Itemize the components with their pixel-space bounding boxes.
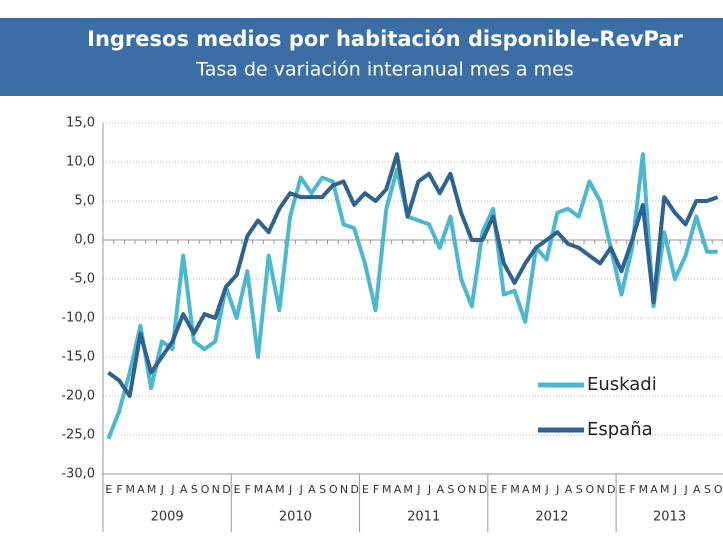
x-tick-label: A xyxy=(308,483,316,496)
y-tick-label: 15,0 xyxy=(66,116,95,131)
x-tick-label: N xyxy=(212,483,220,496)
y-tick-label: -20,0 xyxy=(61,389,95,404)
x-tick-label: N xyxy=(596,483,604,496)
x-tick-label: M xyxy=(125,483,134,496)
x-tick-label: J xyxy=(170,483,174,496)
x-tick-label: O xyxy=(329,483,338,496)
x-tick-label: N xyxy=(468,483,476,496)
x-tick-label: S xyxy=(319,483,326,496)
x-tick-label: F xyxy=(501,483,507,496)
x-tick-label: M xyxy=(275,483,284,496)
year-label: 2011 xyxy=(407,510,440,525)
x-tick-label: D xyxy=(222,483,230,496)
y-tick-label: 5,0 xyxy=(74,194,95,209)
x-tick-label: J xyxy=(299,483,303,496)
x-tick-label: F xyxy=(245,483,251,496)
legend-label: Euskadi xyxy=(587,374,657,395)
x-tick-label: J xyxy=(544,483,548,496)
x-tick-label: M xyxy=(254,483,263,496)
x-tick-label: D xyxy=(350,483,358,496)
year-label: 2009 xyxy=(151,510,184,525)
x-tick-label: M xyxy=(510,483,519,496)
x-tick-label: O xyxy=(201,483,210,496)
x-tick-label: E xyxy=(490,483,497,496)
legend-label: España xyxy=(587,419,653,440)
x-tick-label: F xyxy=(116,483,122,496)
y-tick-label: 10,0 xyxy=(66,155,95,170)
x-tick-label: M xyxy=(382,483,391,496)
x-tick-label: A xyxy=(137,483,145,496)
x-tick-label: J xyxy=(160,483,164,496)
year-label: 2012 xyxy=(535,510,568,525)
x-tick-label: O xyxy=(586,483,595,496)
x-tick-label: O xyxy=(457,483,466,496)
x-tick-label: E xyxy=(618,483,625,496)
x-tick-label: D xyxy=(607,483,615,496)
x-tick-label: M xyxy=(532,483,541,496)
x-tick-label: F xyxy=(629,483,635,496)
x-tick-label: M xyxy=(660,483,669,496)
x-tick-label: J xyxy=(416,483,420,496)
x-tick-label: E xyxy=(105,483,112,496)
x-tick-label: J xyxy=(555,483,559,496)
x-tick-label: A xyxy=(522,483,530,496)
y-tick-label: -5,0 xyxy=(70,272,95,287)
year-label: 2010 xyxy=(279,510,312,525)
series-line xyxy=(106,152,718,440)
x-tick-label: J xyxy=(673,483,677,496)
x-tick-label: A xyxy=(693,483,701,496)
x-tick-label: A xyxy=(436,483,444,496)
x-tick-label: O xyxy=(714,483,723,496)
x-tick-label: S xyxy=(704,483,711,496)
x-tick-label: E xyxy=(362,483,369,496)
x-tick-label: M xyxy=(639,483,648,496)
y-tick-label: -30,0 xyxy=(61,467,95,482)
x-tick-label: D xyxy=(479,483,487,496)
y-tick-label: -25,0 xyxy=(61,428,95,443)
x-tick-label: A xyxy=(394,483,402,496)
x-tick-label: J xyxy=(288,483,292,496)
x-tick-label: S xyxy=(447,483,454,496)
x-tick-label: F xyxy=(373,483,379,496)
series-line xyxy=(107,152,719,398)
x-tick-label: S xyxy=(191,483,198,496)
x-tick-label: E xyxy=(234,483,241,496)
x-tick-label: J xyxy=(427,483,431,496)
x-tick-label: M xyxy=(403,483,412,496)
header-band xyxy=(0,18,723,96)
x-tick-label: M xyxy=(147,483,156,496)
chart-title: Ingresos medios por habitación disponibl… xyxy=(87,27,683,51)
x-tick-label: A xyxy=(180,483,188,496)
chart-subtitle: Tasa de variación interanual mes a mes xyxy=(195,59,573,81)
x-tick-label: N xyxy=(340,483,348,496)
x-tick-label: A xyxy=(265,483,273,496)
x-tick-label: A xyxy=(650,483,658,496)
x-tick-label: J xyxy=(683,483,687,496)
x-tick-label: A xyxy=(565,483,573,496)
y-tick-label: -10,0 xyxy=(61,311,95,326)
year-label: 2013 xyxy=(653,510,686,525)
y-tick-label: -15,0 xyxy=(61,350,95,365)
y-tick-label: 0,0 xyxy=(74,233,95,248)
x-tick-label: S xyxy=(576,483,583,496)
